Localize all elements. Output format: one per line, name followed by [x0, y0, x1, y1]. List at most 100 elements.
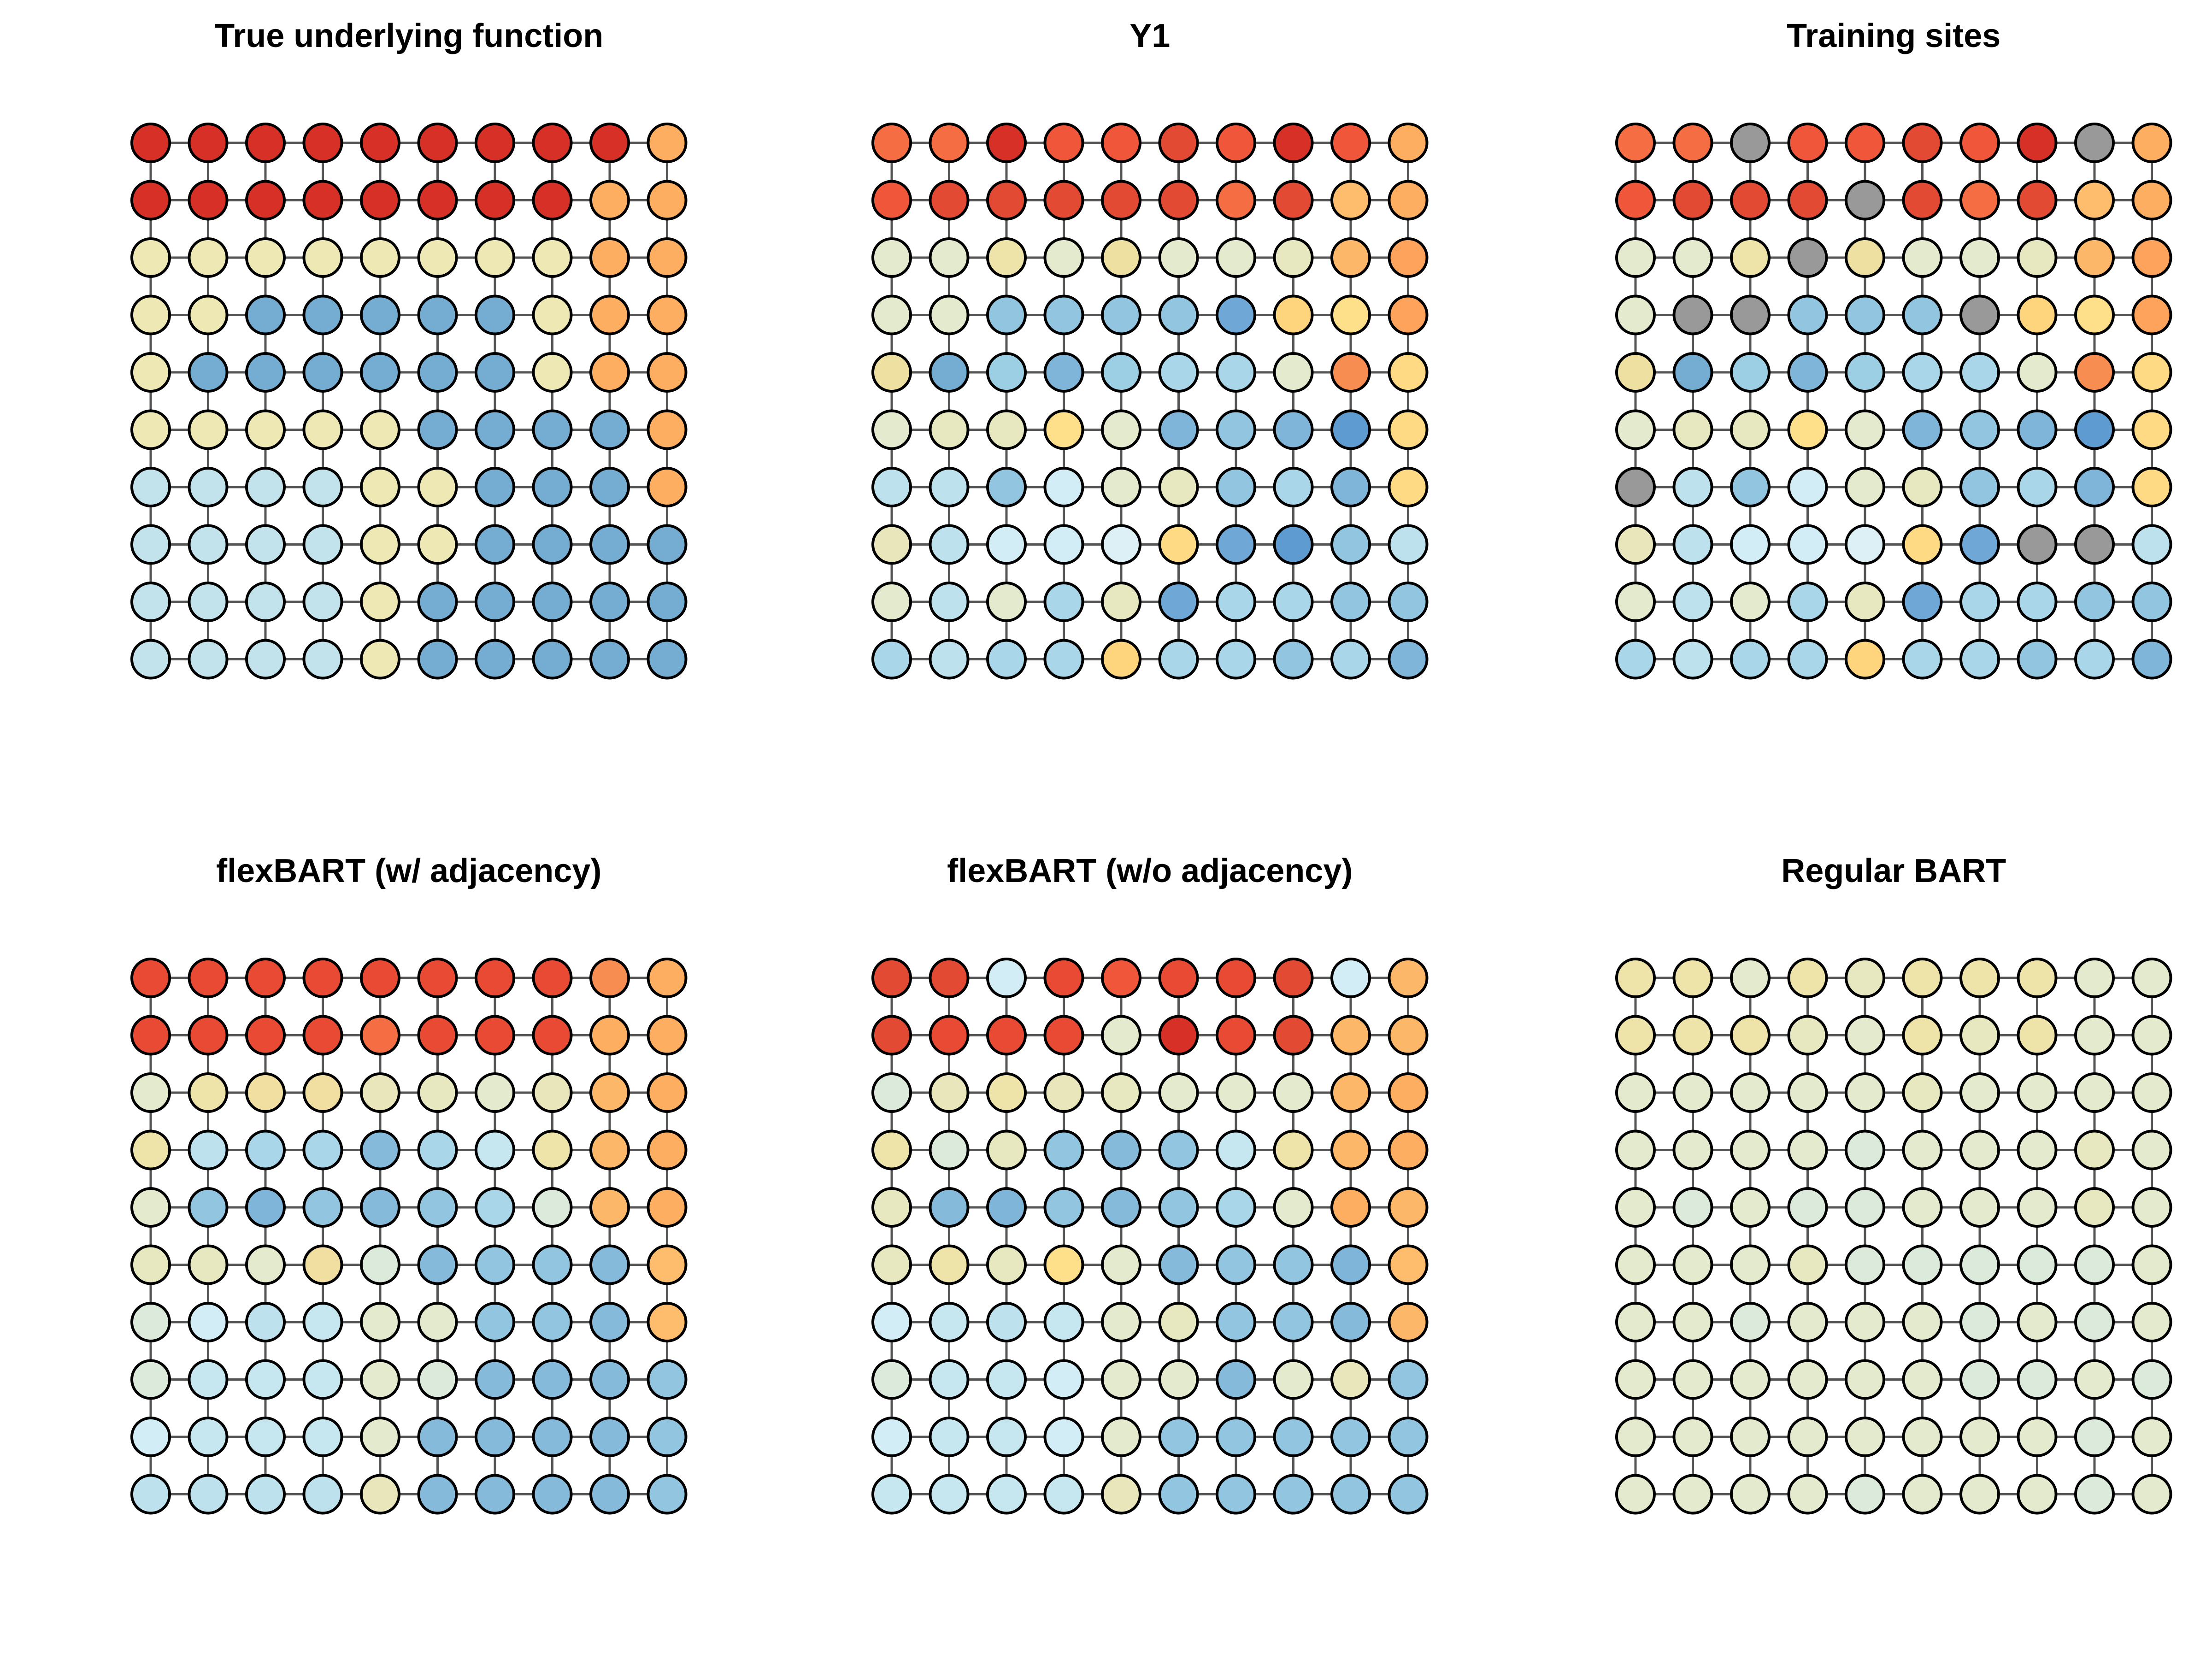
grid-node [589, 123, 630, 163]
grid-node [1787, 1359, 1828, 1400]
grid-node [245, 409, 286, 450]
grid-node [1216, 1244, 1256, 1285]
grid-node [1845, 582, 1885, 622]
grid-node [130, 1187, 171, 1228]
grid-node [1273, 1072, 1314, 1113]
grid-node [1158, 237, 1199, 278]
grid-node [589, 639, 630, 680]
grid-node [532, 294, 573, 335]
grid-node [647, 582, 688, 622]
grid-node [475, 582, 515, 622]
grid-node [2131, 237, 2172, 278]
grid-node [245, 582, 286, 622]
grid-node [1330, 237, 1371, 278]
grid-node [1672, 1130, 1713, 1171]
grid-node [360, 409, 400, 450]
grid-node [1330, 524, 1371, 565]
grid-node [1787, 1130, 1828, 1171]
grid-node [130, 1417, 171, 1457]
grid-node [986, 409, 1027, 450]
grid-node [130, 1244, 171, 1285]
grid-node [417, 582, 458, 622]
grid-node [1158, 409, 1199, 450]
grid-node [1273, 1015, 1314, 1056]
grid-node [1845, 1359, 1885, 1400]
grid-node [417, 1417, 458, 1457]
grid-node [475, 294, 515, 335]
grid-node [1273, 958, 1314, 998]
grid-node [360, 582, 400, 622]
grid-node [1043, 1015, 1084, 1056]
grid-node [1902, 294, 1943, 335]
grid-node [245, 123, 286, 163]
grid-node [1101, 352, 1141, 393]
grid-node [532, 1130, 573, 1171]
grid-node [360, 237, 400, 278]
grid-node [2017, 1359, 2058, 1400]
grid-node [1787, 409, 1828, 450]
grid-node [1902, 1244, 1943, 1285]
grid-node [1959, 467, 2000, 507]
grid-node [986, 467, 1027, 507]
grid-node [1388, 639, 1429, 680]
grid-node [1615, 1072, 1656, 1113]
grid-node [2017, 180, 2058, 221]
grid-node [130, 180, 171, 221]
panel-title: True underlying function [214, 18, 603, 54]
grid-node [1672, 524, 1713, 565]
grid-node [1216, 237, 1256, 278]
panel-y1: Y1 [871, 18, 1429, 680]
grid-node [1672, 467, 1713, 507]
grid-node [1615, 958, 1656, 998]
grid-node [2074, 467, 2115, 507]
grid-node [1672, 352, 1713, 393]
grid-node [1101, 467, 1141, 507]
grid-edges [149, 977, 668, 1495]
grid-node [986, 1244, 1027, 1285]
grid-node [1158, 1474, 1199, 1515]
grid-node [1845, 180, 1885, 221]
grid-node [1730, 524, 1771, 565]
grid-node [1101, 237, 1141, 278]
grid-node [1672, 409, 1713, 450]
grid-node [1330, 1187, 1371, 1228]
grid-node [1615, 524, 1656, 565]
grid-node [1730, 1130, 1771, 1171]
grid-node [1787, 180, 1828, 221]
grid-node [1043, 582, 1084, 622]
grid-node [1330, 294, 1371, 335]
grid-node [589, 524, 630, 565]
grid-node [1672, 294, 1713, 335]
grid-node [1273, 639, 1314, 680]
grid-node [1273, 352, 1314, 393]
grid-node [929, 1359, 970, 1400]
panel-title: flexBART (w/ adjacency) [216, 853, 601, 889]
grid-node [647, 1302, 688, 1342]
grid-node [2131, 1187, 2172, 1228]
grid-node [1615, 180, 1656, 221]
grid-node [130, 1072, 171, 1113]
grid-node [1388, 1302, 1429, 1342]
grid-node [1902, 1302, 1943, 1342]
grid-node [1845, 1302, 1885, 1342]
grid-node [929, 1187, 970, 1228]
grid-node [475, 1244, 515, 1285]
grid-node [1730, 352, 1771, 393]
grid-node [417, 1072, 458, 1113]
grid-node [929, 294, 970, 335]
grid-node [1730, 1187, 1771, 1228]
grid-node [417, 180, 458, 221]
grid-node [1902, 1130, 1943, 1171]
grid-node [1730, 1244, 1771, 1285]
grid-node [302, 1417, 343, 1457]
grid-node [130, 352, 171, 393]
grid-node [1730, 180, 1771, 221]
grid-node [986, 582, 1027, 622]
grid-node [1730, 1302, 1771, 1342]
grid-node [245, 958, 286, 998]
grid-node [1216, 352, 1256, 393]
grid-node [1101, 1302, 1141, 1342]
grid-node [360, 1417, 400, 1457]
grid-node [1845, 409, 1885, 450]
grid-node [1672, 1187, 1713, 1228]
